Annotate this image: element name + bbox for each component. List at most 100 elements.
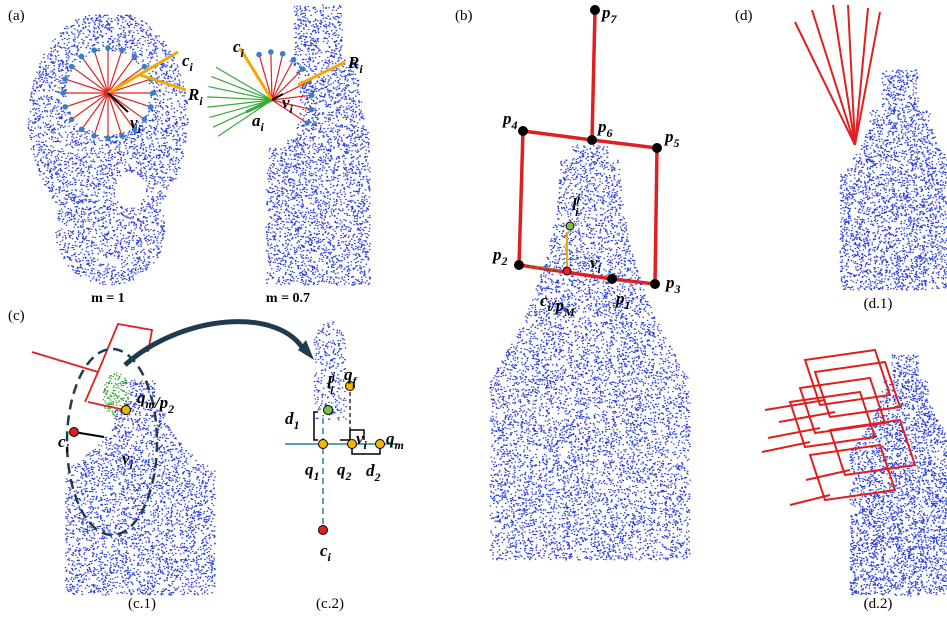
sample-point — [119, 47, 125, 53]
math-label: p7 — [600, 3, 618, 26]
math-base: p — [663, 127, 674, 146]
math-label: q1 — [305, 460, 320, 483]
plane-edge — [768, 428, 820, 438]
sample-point — [79, 127, 85, 133]
panel-c-geometry — [32, 322, 398, 535]
sample-point — [79, 54, 85, 60]
math-label: p4 — [501, 109, 518, 132]
math-label: qm/p2 — [137, 388, 174, 416]
math-base: p — [596, 117, 607, 136]
sample-point — [268, 49, 274, 55]
sample-point — [62, 104, 68, 110]
point-cloud — [850, 355, 947, 596]
spoke — [94, 50, 108, 93]
point-cloud — [314, 322, 346, 420]
math-sub: M — [563, 305, 575, 319]
math-sub: 2 — [167, 402, 174, 416]
math-base: R — [187, 85, 199, 104]
spoke — [72, 67, 108, 93]
math-label: ci/pM — [540, 291, 575, 319]
sample-point — [119, 133, 125, 139]
sample-point — [69, 64, 75, 70]
ray — [211, 77, 272, 100]
caption: (d.2) — [864, 596, 893, 612]
sample-point — [300, 66, 306, 72]
math-sub: 4 — [511, 118, 518, 132]
math-label: p5 — [663, 127, 680, 150]
math-base: p — [491, 245, 502, 264]
spoke — [82, 57, 108, 93]
math-sub: 2 — [345, 469, 352, 483]
point-clouds — [28, 5, 947, 596]
caption: (d.1) — [864, 296, 893, 312]
math-sub: i — [66, 441, 70, 455]
math-base: /p — [153, 393, 168, 412]
sample-point — [256, 52, 262, 58]
sample-point — [91, 133, 97, 139]
ray — [855, 8, 868, 145]
caption: m = 0.7 — [266, 291, 310, 306]
math-sub: 2 — [501, 254, 508, 268]
math-sub: 1 — [294, 418, 300, 432]
math-base: p — [600, 3, 611, 22]
sample-point — [105, 135, 111, 141]
spoke — [65, 93, 108, 107]
math-sub: i — [190, 60, 194, 74]
math-label: vi — [282, 93, 294, 116]
math-label: ci — [320, 541, 332, 564]
math-sub: i — [328, 550, 332, 564]
sample-point — [304, 120, 310, 126]
sample-point — [132, 54, 138, 60]
point-cloud — [266, 5, 370, 285]
sample-point — [60, 90, 66, 96]
math-sub: i — [199, 94, 203, 108]
spoke — [82, 93, 108, 129]
sample-point — [62, 76, 68, 82]
math-sub: 6 — [607, 126, 613, 140]
math-label: ci — [233, 37, 245, 60]
spoke — [65, 79, 108, 93]
caption: (a) — [8, 8, 25, 24]
math-sub: 1 — [625, 298, 631, 312]
math-label: Ri — [347, 53, 363, 76]
plane-edge — [762, 442, 810, 452]
panel-d-rays — [795, 5, 880, 145]
math-label: q2 — [337, 460, 352, 483]
caption: (c.2) — [316, 596, 344, 612]
math-base: R — [347, 53, 359, 72]
math-base: /p — [549, 296, 564, 315]
math-sub: m — [395, 438, 404, 452]
sample-point — [309, 92, 315, 98]
math-label: d2 — [366, 461, 381, 484]
spoke — [72, 93, 108, 119]
math-label: ai — [252, 111, 265, 134]
math-sub: m — [146, 397, 155, 411]
caption: (c.1) — [128, 596, 156, 612]
math-sub: 3 — [674, 282, 681, 296]
math-label: p2 — [491, 245, 508, 268]
math-label: vi — [356, 429, 368, 452]
sample-point — [148, 104, 154, 110]
math-sub: f — [353, 374, 358, 388]
math-sub: i — [261, 120, 265, 134]
sample-point — [142, 117, 148, 123]
sample-point — [308, 107, 314, 113]
math-sub: i — [359, 62, 363, 76]
sample-point — [105, 45, 111, 51]
sample-point — [150, 90, 156, 96]
spoke — [108, 57, 134, 93]
sample-point — [142, 64, 148, 70]
math-sub: 2 — [374, 470, 381, 484]
spoke — [271, 52, 272, 100]
math-label: p3 — [664, 273, 681, 296]
math-base: p — [501, 109, 512, 128]
figure: (a)(b)(c)(d)m = 1m = 0.7(c.1)(c.2)(d.1)(… — [0, 0, 947, 619]
labels: (a)(b)(c)(d)m = 1m = 0.7(c.1)(c.2)(d.1)(… — [8, 3, 892, 612]
sample-point — [280, 51, 286, 57]
caption: m = 1 — [91, 291, 125, 306]
math-label: Ri — [187, 85, 203, 108]
sample-point — [291, 57, 297, 63]
math-sub: i — [330, 383, 334, 397]
math-label: p6 — [596, 117, 613, 140]
sample-point — [91, 47, 97, 53]
